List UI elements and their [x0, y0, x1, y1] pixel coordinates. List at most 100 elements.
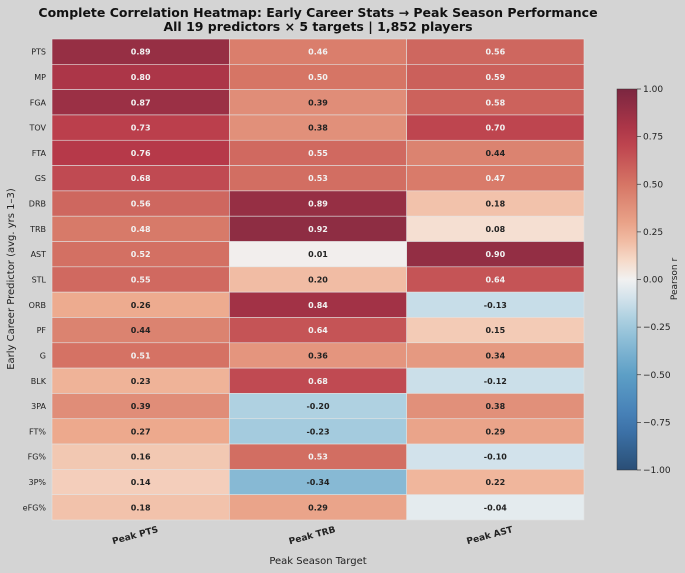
heatmap-cell — [406, 317, 585, 344]
heatmap-cell — [51, 241, 230, 268]
colorbar-ticks: 1.00 0.75 0.50 0.25 0.00 −0.25 −0.50 −0.75 −1.00 — [637, 85, 671, 476]
heatmap-cell — [229, 64, 407, 90]
heatmap-cell — [229, 38, 407, 65]
row-tick-label: FGA — [30, 98, 47, 107]
cell-value-label: 0.58 — [485, 98, 505, 107]
cell-value-label: 0.34 — [485, 351, 505, 360]
cell-value-label: 0.53 — [308, 453, 328, 462]
colorbar-tick-label: 1.00 — [643, 85, 663, 95]
cell-value-label: 0.56 — [485, 48, 505, 57]
row-tick-label: ORB — [29, 301, 46, 310]
cell-value-label: 0.01 — [308, 250, 328, 259]
heatmap-cell — [406, 114, 585, 141]
column-tick-label: Peak AST — [466, 525, 515, 547]
column-tick-label: Peak PTS — [111, 525, 159, 547]
cell-value-label: 0.53 — [308, 174, 328, 183]
cell-value-label: 0.55 — [131, 276, 151, 285]
row-tick-label: 3P% — [28, 478, 46, 487]
colorbar-tick-label: −0.75 — [643, 418, 671, 428]
heatmap-cell — [229, 139, 407, 166]
heatmap-cell — [51, 139, 230, 166]
heatmap-cell — [406, 393, 585, 420]
x-axis-label: Peak Season Target — [269, 556, 366, 567]
heatmap-cell — [51, 291, 230, 318]
cell-value-label: 0.89 — [308, 200, 328, 209]
colorbar-tick-label: 0.00 — [643, 276, 663, 286]
cell-value-label: 0.46 — [308, 48, 328, 57]
cell-value-label: 0.47 — [485, 174, 505, 183]
heatmap-cell — [229, 342, 407, 369]
row-tick-label: G — [40, 351, 46, 360]
cell-value-label: 0.64 — [308, 326, 328, 335]
heatmap-cell — [51, 165, 230, 192]
cell-value-label: -0.12 — [484, 377, 507, 386]
cell-value-label: -0.20 — [306, 402, 329, 411]
cell-value-label: 0.38 — [485, 402, 505, 411]
column-tick-labels: Peak PTS Peak TRB Peak AST — [111, 525, 515, 547]
heatmap-cell — [51, 393, 230, 420]
heatmap-cell — [406, 494, 585, 521]
heatmap-cell — [51, 64, 230, 90]
cell-value-label: 0.64 — [485, 276, 505, 285]
cell-value-label: 0.38 — [308, 124, 328, 133]
cell-value-label: -0.34 — [306, 478, 329, 487]
colorbar-tick-label: −1.00 — [643, 466, 671, 476]
row-tick-label: FTA — [32, 149, 47, 158]
heatmap-cell — [229, 215, 407, 242]
cell-value-label: 0.84 — [308, 301, 328, 310]
heatmap-cell — [51, 38, 230, 65]
heatmap-cell — [406, 190, 585, 217]
colorbar-label: Pearson r — [670, 258, 680, 301]
cell-value-label: -0.10 — [484, 453, 507, 462]
cell-value-label: 0.29 — [485, 427, 505, 436]
heatmap-cells: 0.89 0.46 0.56 0.80 0.50 0.59 0.87 0.39 0.58 0.73… — [51, 38, 585, 521]
cell-value-label: 0.14 — [131, 478, 151, 487]
cell-value-label: 0.89 — [131, 48, 151, 57]
cell-value-label: 0.44 — [485, 149, 505, 158]
y-axis-label: Early Career Predictor (avg. yrs 1–3) — [6, 188, 17, 370]
heatmap-cell — [406, 64, 585, 90]
heatmap-cell — [406, 469, 585, 495]
heatmap-cell — [51, 342, 230, 369]
heatmap-cell — [406, 266, 585, 293]
heatmap-cell — [229, 443, 407, 470]
heatmap-cell — [406, 367, 585, 394]
cell-value-label: 0.29 — [308, 503, 328, 512]
cell-value-label: 0.59 — [485, 73, 505, 82]
row-tick-label: eFG% — [23, 503, 47, 512]
heatmap-cell — [229, 494, 407, 521]
cell-value-label: 0.44 — [131, 326, 151, 335]
row-tick-label: PF — [37, 326, 47, 335]
heatmap-cell — [406, 38, 585, 65]
heatmap-cell — [229, 266, 407, 293]
heatmap-cell — [51, 494, 230, 521]
cell-value-label: 0.68 — [308, 377, 328, 386]
heatmap-cell — [51, 266, 230, 293]
cell-value-label: 0.20 — [308, 276, 328, 285]
heatmap-cell — [51, 114, 230, 141]
heatmap-cell — [406, 291, 585, 318]
cell-value-label: 0.56 — [131, 200, 151, 209]
cell-value-label: 0.18 — [485, 200, 505, 209]
cell-value-label: -0.13 — [484, 301, 507, 310]
row-tick-label: PTS — [31, 48, 46, 57]
cell-value-label: -0.23 — [306, 427, 329, 436]
heatmap-cell — [406, 215, 585, 242]
heatmap-cell — [406, 443, 585, 470]
heatmap-cell — [229, 469, 407, 495]
cell-value-label: 0.27 — [131, 427, 151, 436]
row-tick-label: AST — [31, 250, 47, 259]
row-tick-label: MP — [34, 73, 46, 82]
heatmap-cell — [406, 165, 585, 192]
row-tick-labels: PTS MP FGA TOV FTA GS DRB TRB AST STL ORB PF G BLK 3PA… — [23, 48, 47, 513]
heatmap-cell — [51, 367, 230, 394]
heatmap-cell — [51, 215, 230, 242]
cell-value-label: 0.73 — [131, 124, 151, 133]
colorbar-tick-label: 0.75 — [643, 133, 663, 143]
cell-value-label: 0.50 — [308, 73, 328, 82]
cell-value-label: -0.04 — [484, 503, 507, 512]
cell-value-label: 0.52 — [131, 250, 151, 259]
colorbar — [616, 88, 638, 471]
cell-value-label: 0.15 — [485, 326, 505, 335]
heatmap-cell — [406, 418, 585, 445]
